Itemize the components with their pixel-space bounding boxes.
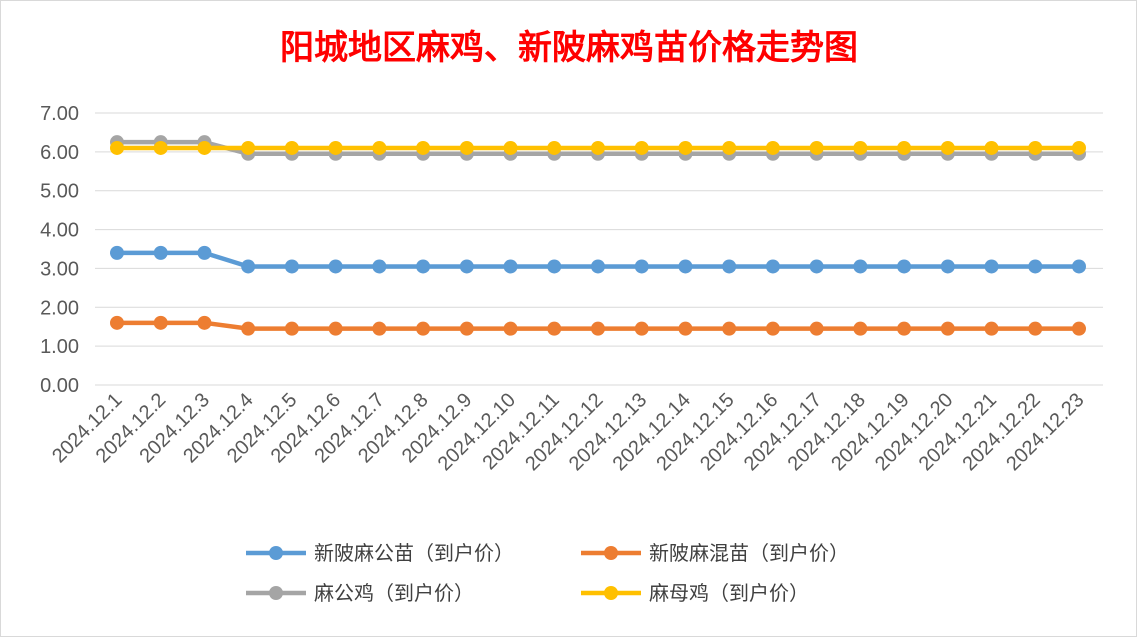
data-point [110,245,124,260]
data-point [634,321,649,336]
legend-label: 新陂麻公苗（到户价） [314,541,514,565]
data-point [547,140,562,155]
data-point [547,321,562,336]
data-point [284,140,299,155]
y-tick-label: 4.00 [40,220,79,242]
data-point [153,245,168,260]
data-point [416,259,431,274]
y-tick-label: 7.00 [40,103,79,125]
data-point [503,321,518,336]
y-tick-label: 0.00 [40,375,79,397]
legend-swatch-marker [604,546,618,560]
data-point [765,259,780,274]
legend-swatch-marker [269,546,283,560]
data-point [241,259,256,274]
data-point [853,259,868,274]
data-point [197,315,212,330]
data-point [241,321,256,336]
data-point [984,259,999,274]
data-point [153,315,168,330]
y-tick-label: 6.00 [40,142,79,164]
data-point [372,259,387,274]
data-point [940,321,955,336]
y-tick-label: 1.00 [40,336,79,358]
data-point [1072,321,1086,336]
legend-swatch-marker [269,586,283,600]
series-1 [110,315,1086,336]
data-point [153,140,168,155]
data-point [984,321,999,336]
data-point [634,259,649,274]
data-point [459,140,474,155]
data-point [722,259,737,274]
series-3 [110,140,1086,155]
data-point [940,140,955,155]
data-point [328,321,343,336]
data-point [765,321,780,336]
data-point [897,321,912,336]
data-point [1072,140,1086,155]
y-tick-label: 3.00 [40,258,79,280]
data-point [809,259,824,274]
data-point [459,259,474,274]
data-point [110,315,124,330]
data-point [678,321,693,336]
data-point [459,321,474,336]
data-point [678,140,693,155]
data-point [809,321,824,336]
legend-item: 新陂麻公苗（到户价） [246,541,514,565]
legend-label: 麻母鸡（到户价） [649,581,809,605]
data-point [328,259,343,274]
data-point [853,140,868,155]
data-point [897,140,912,155]
data-point [984,140,999,155]
legend-label: 麻公鸡（到户价） [314,581,474,605]
data-point [678,259,693,274]
data-point [503,259,518,274]
data-point [1072,259,1086,274]
data-point [416,321,431,336]
chart-title: 阳城地区麻鸡、新陂麻鸡苗价格走势图 [280,28,858,68]
data-point [853,321,868,336]
data-point [591,140,605,155]
legend: 新陂麻公苗（到户价） 新陂麻混苗（到户价） 麻公鸡（到户价） 麻母鸡（到户价） [246,541,849,605]
data-point [197,245,212,260]
y-axis-tick-labels: 0.00 1.00 2.00 3.00 4.00 5.00 6.00 7.00 [40,103,79,397]
data-point [722,321,737,336]
data-point [591,321,605,336]
data-point [241,140,256,155]
data-point [591,259,605,274]
data-point [416,140,431,155]
y-tick-label: 2.00 [40,297,79,319]
legend-label: 新陂麻混苗（到户价） [649,541,849,565]
series-0 [110,245,1086,274]
data-point [809,140,824,155]
series-layer [110,135,1086,336]
y-tick-label: 5.00 [40,181,79,203]
data-point [372,321,387,336]
data-point [634,140,649,155]
data-point [547,259,562,274]
legend-item: 麻公鸡（到户价） [246,581,474,605]
data-point [1028,259,1043,274]
data-point [940,259,955,274]
data-point [765,140,780,155]
data-point [372,140,387,155]
data-point [110,140,124,155]
data-point [722,140,737,155]
legend-item: 麻母鸡（到户价） [581,581,809,605]
data-point [1028,321,1043,336]
data-point [503,140,518,155]
data-point [897,259,912,274]
x-axis-tick-labels: 2024.12.12024.12.22024.12.32024.12.42024… [48,389,1088,475]
data-point [328,140,343,155]
data-point [197,140,212,155]
legend-swatch-marker [604,586,618,600]
legend-item: 新陂麻混苗（到户价） [581,541,849,565]
data-point [284,321,299,336]
data-point [284,259,299,274]
data-point [1028,140,1043,155]
